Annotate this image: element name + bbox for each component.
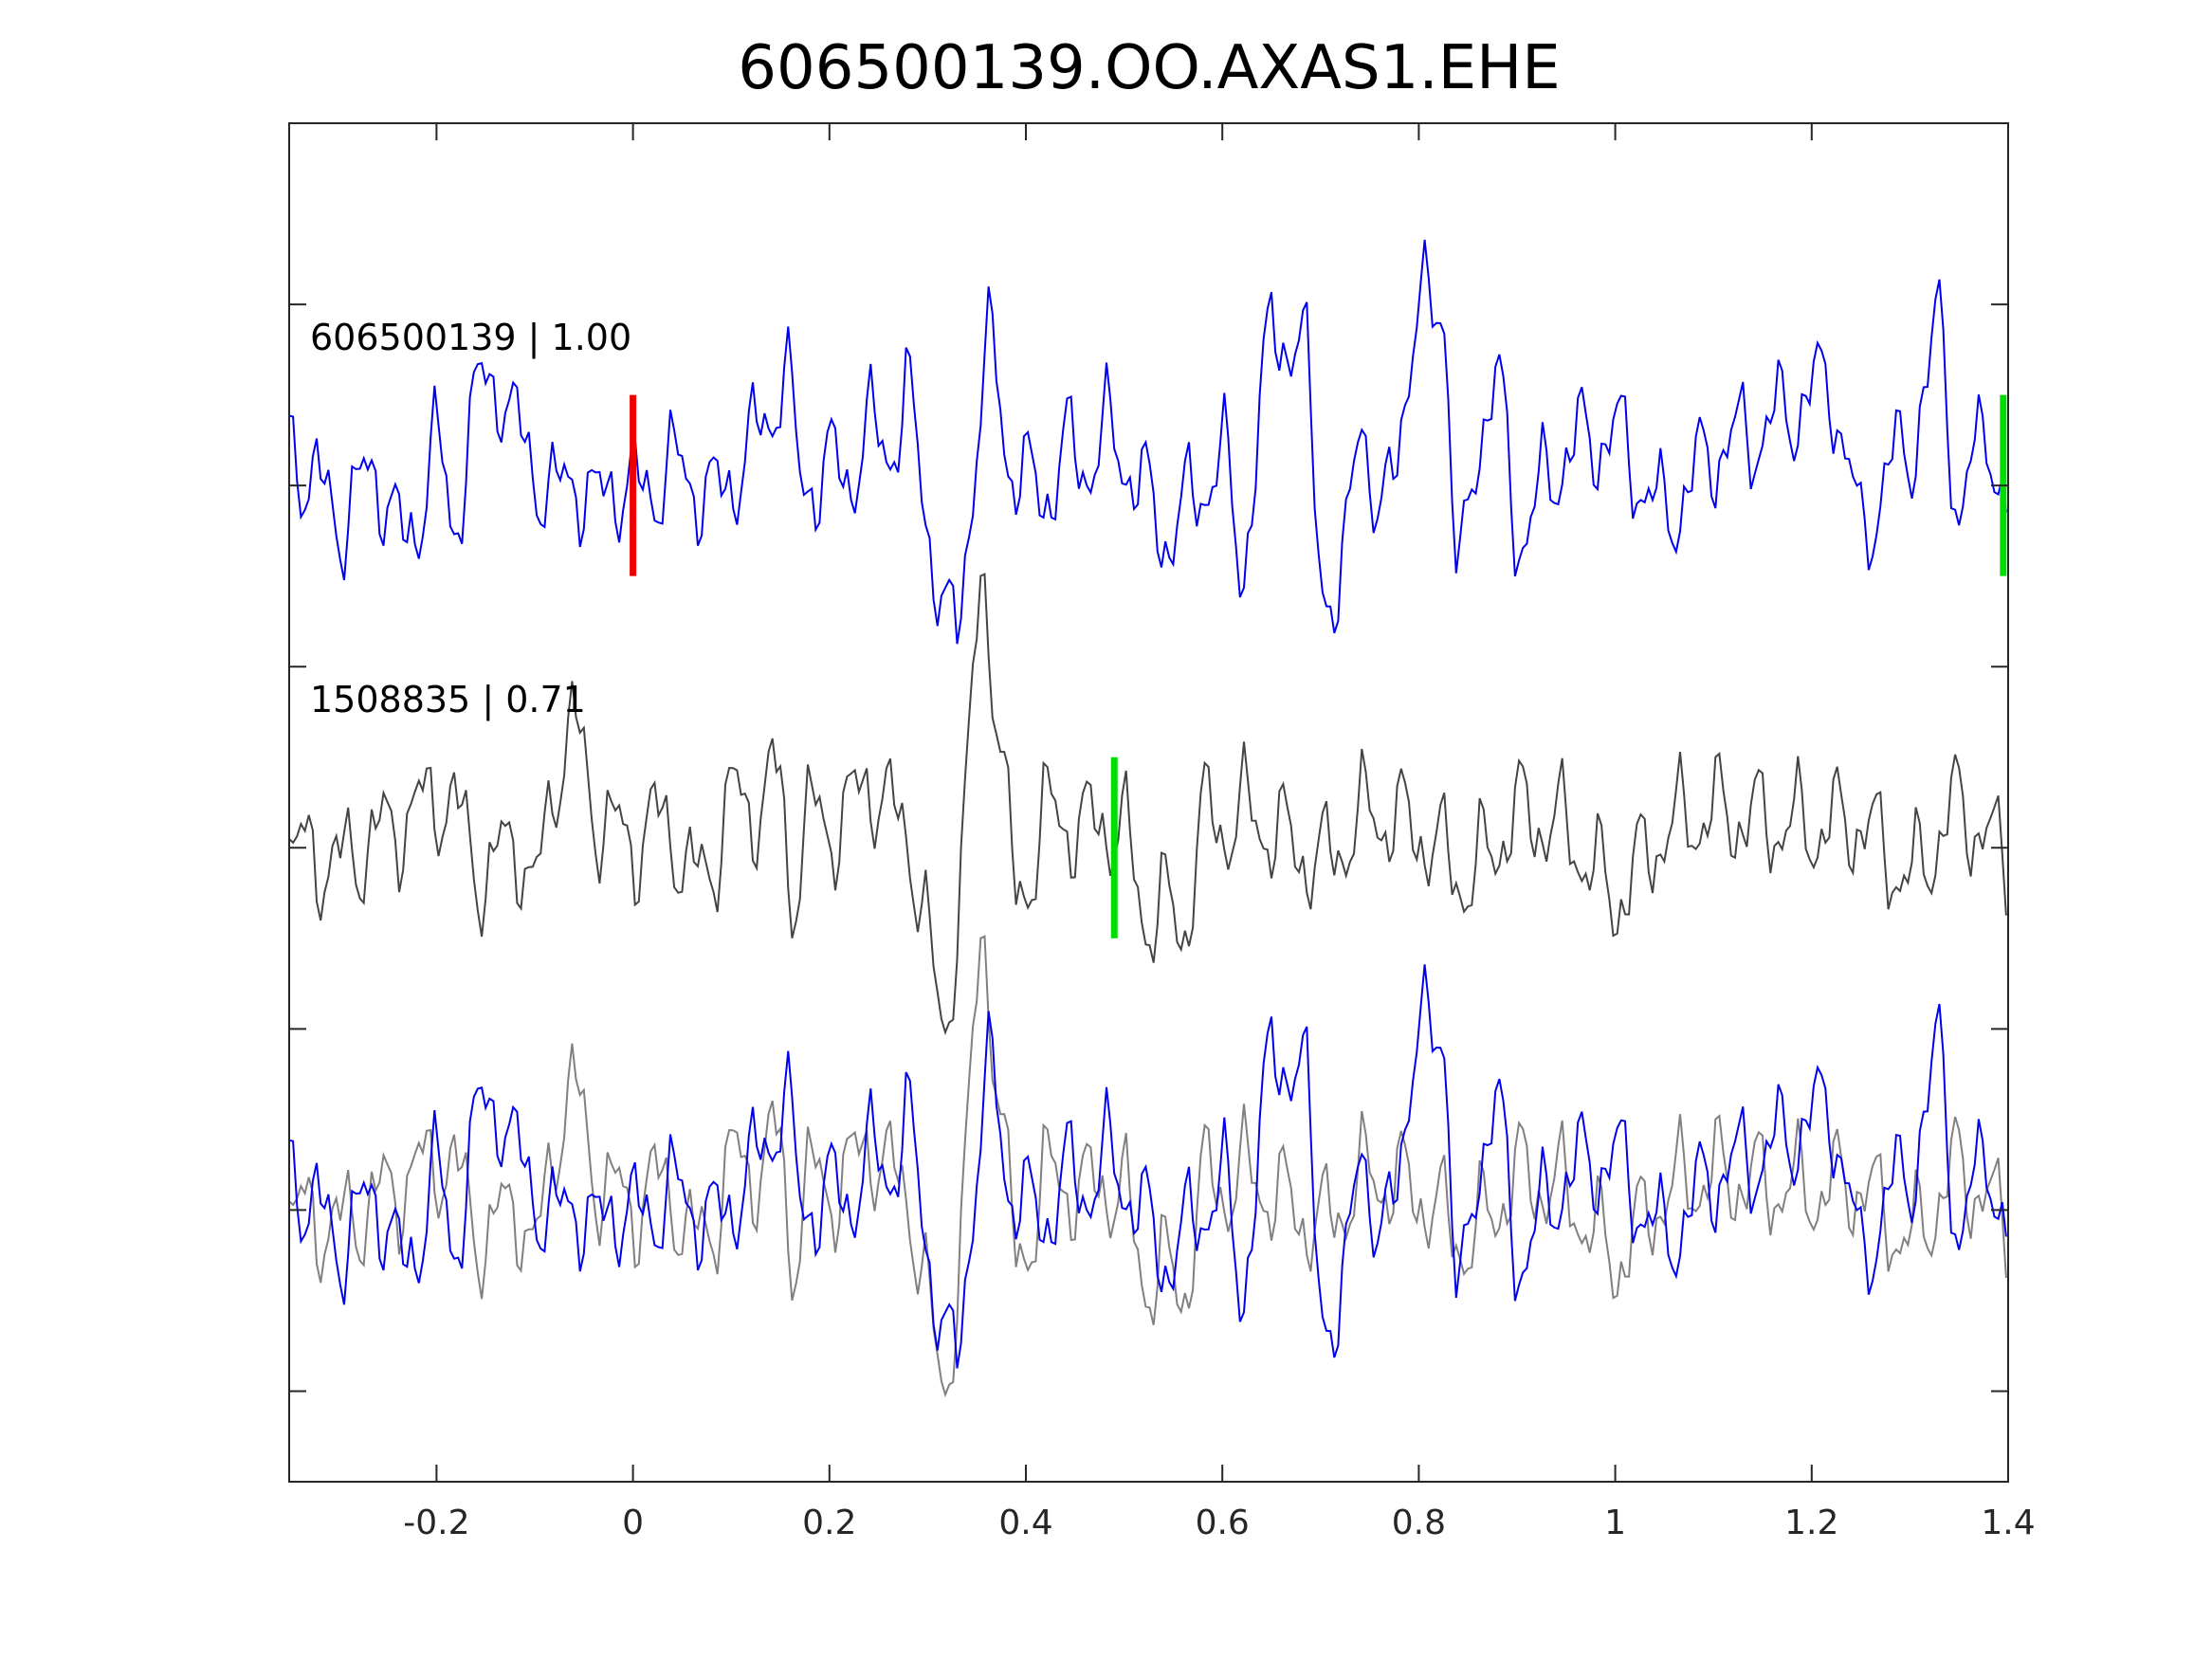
axes: -0.2 0 0.2 0.4 0.6 0.8 1 1.2 1.4	[288, 122, 2036, 1542]
x-tick-label-7: 1.2	[1784, 1504, 1838, 1542]
plot-area: 606500139 | 1.00 1508835 | 0.71	[288, 239, 2007, 1398]
x-tick-label-8: 1.4	[1981, 1504, 2035, 1542]
chart-title: 606500139.OO.AXAS1.EHE	[738, 33, 1560, 103]
x-tick-label-5: 0.8	[1392, 1504, 1446, 1542]
x-tick-label-6: 1	[1604, 1504, 1626, 1542]
trace-line-1	[288, 573, 2007, 1036]
trace-label-0: 606500139 | 1.00	[310, 317, 631, 359]
trace-label-1: 1508835 | 0.71	[310, 679, 586, 721]
x-tick-label-2: 0.2	[802, 1504, 856, 1542]
x-tick-label-3: 0.4	[998, 1504, 1052, 1542]
axes-frame	[288, 122, 2009, 1483]
overlay-detection-line	[288, 935, 2007, 1398]
trace-line-0	[288, 239, 2007, 645]
x-tick-label-0: -0.2	[403, 1504, 469, 1542]
overlay-template-line	[288, 964, 2007, 1369]
x-tick-label-1: 0	[622, 1504, 644, 1542]
x-tick-label-4: 0.6	[1196, 1504, 1250, 1542]
